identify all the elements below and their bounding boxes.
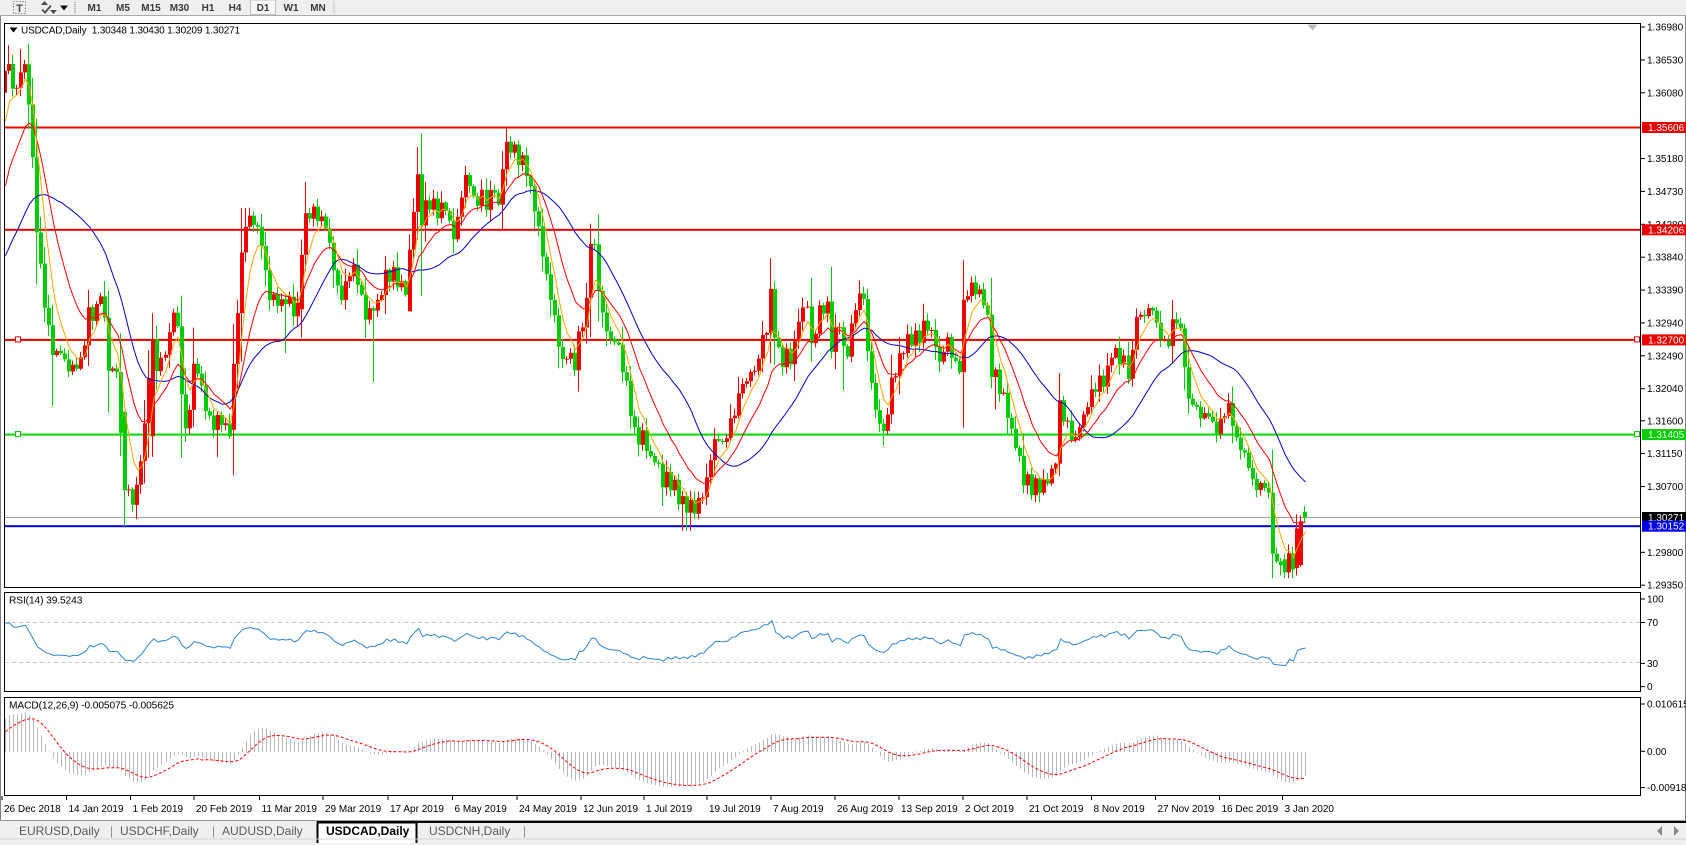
svg-text:USDCNH,Daily: USDCNH,Daily bbox=[429, 824, 510, 838]
svg-text:W1: W1 bbox=[284, 3, 299, 14]
svg-text:21 Oct 2019: 21 Oct 2019 bbox=[1029, 804, 1084, 815]
svg-text:1.31150: 1.31150 bbox=[1647, 449, 1683, 460]
svg-text:1.35606: 1.35606 bbox=[1648, 123, 1685, 134]
svg-text:7 Aug 2019: 7 Aug 2019 bbox=[773, 804, 824, 815]
svg-text:100: 100 bbox=[1647, 595, 1664, 606]
svg-text:MACD(12,26,9) -0.005075 -0.005: MACD(12,26,9) -0.005075 -0.005625 bbox=[9, 701, 174, 712]
svg-text:1.36980: 1.36980 bbox=[1647, 23, 1684, 34]
svg-text:USDCAD,Daily 1.30348 1.30430: USDCAD,Daily 1.30348 1.30430 1.30209 1.3… bbox=[21, 26, 241, 37]
svg-text:1 Feb 2019: 1 Feb 2019 bbox=[133, 804, 184, 815]
svg-text:|: | bbox=[212, 824, 215, 838]
svg-text:1.32700: 1.32700 bbox=[1648, 335, 1685, 346]
svg-text:13 Sep 2019: 13 Sep 2019 bbox=[901, 804, 958, 815]
svg-text:3 Jan 2020: 3 Jan 2020 bbox=[1285, 804, 1335, 815]
svg-text:M30: M30 bbox=[170, 3, 190, 14]
svg-text:H1: H1 bbox=[202, 3, 215, 14]
svg-text:|: | bbox=[523, 824, 526, 838]
svg-text:1.30152: 1.30152 bbox=[1648, 522, 1685, 533]
svg-text:70: 70 bbox=[1647, 618, 1659, 629]
svg-text:1.30700: 1.30700 bbox=[1647, 482, 1684, 493]
svg-text:29 Mar 2019: 29 Mar 2019 bbox=[325, 804, 382, 815]
svg-text:EURUSD,Daily: EURUSD,Daily bbox=[19, 824, 100, 838]
svg-text:26 Aug 2019: 26 Aug 2019 bbox=[837, 804, 894, 815]
svg-text:M5: M5 bbox=[116, 3, 130, 14]
svg-text:1.30271: 1.30271 bbox=[1648, 513, 1685, 524]
svg-text:1.33390: 1.33390 bbox=[1647, 286, 1684, 297]
svg-text:1.31600: 1.31600 bbox=[1647, 416, 1684, 427]
svg-text:16 Dec 2019: 16 Dec 2019 bbox=[1222, 804, 1279, 815]
svg-text:1 Jul 2019: 1 Jul 2019 bbox=[646, 804, 693, 815]
svg-text:1.36530: 1.36530 bbox=[1647, 55, 1684, 66]
svg-text:1.32490: 1.32490 bbox=[1647, 351, 1684, 362]
svg-text:24 May 2019: 24 May 2019 bbox=[519, 804, 577, 815]
svg-text:27 Nov 2019: 27 Nov 2019 bbox=[1158, 804, 1215, 815]
svg-text:-0.009181: -0.009181 bbox=[1647, 783, 1686, 794]
svg-text:11 Mar 2019: 11 Mar 2019 bbox=[262, 804, 318, 815]
svg-text:AUDUSD,Daily: AUDUSD,Daily bbox=[222, 824, 303, 838]
svg-text:M15: M15 bbox=[141, 3, 161, 14]
svg-text:MN: MN bbox=[310, 3, 326, 14]
svg-text:USDCHF,Daily: USDCHF,Daily bbox=[120, 824, 199, 838]
svg-text:1.34206: 1.34206 bbox=[1648, 225, 1685, 236]
svg-text:1.29350: 1.29350 bbox=[1647, 581, 1684, 592]
svg-text:H4: H4 bbox=[229, 3, 242, 14]
svg-text:0.00: 0.00 bbox=[1647, 747, 1667, 758]
svg-text:14 Jan 2019: 14 Jan 2019 bbox=[69, 804, 124, 815]
svg-text:20 Feb 2019: 20 Feb 2019 bbox=[196, 804, 253, 815]
svg-text:M1: M1 bbox=[88, 3, 102, 14]
svg-text:6 May 2019: 6 May 2019 bbox=[455, 804, 508, 815]
svg-text:1.34730: 1.34730 bbox=[1647, 187, 1684, 198]
svg-text:17 Apr 2019: 17 Apr 2019 bbox=[390, 804, 444, 815]
svg-text:1.32040: 1.32040 bbox=[1647, 384, 1684, 395]
svg-text:1.33840: 1.33840 bbox=[1647, 253, 1684, 264]
svg-text:1.31405: 1.31405 bbox=[1648, 430, 1685, 441]
svg-text:0.010615: 0.010615 bbox=[1647, 700, 1686, 711]
svg-text:30: 30 bbox=[1647, 659, 1659, 670]
svg-text:19 Jul 2019: 19 Jul 2019 bbox=[709, 804, 761, 815]
svg-text:8 Nov 2019: 8 Nov 2019 bbox=[1094, 804, 1146, 815]
svg-text:1.32940: 1.32940 bbox=[1647, 318, 1684, 329]
svg-text:0: 0 bbox=[1647, 682, 1653, 693]
svg-text:1.36080: 1.36080 bbox=[1647, 88, 1684, 99]
svg-text:26 Dec 2018: 26 Dec 2018 bbox=[4, 804, 61, 815]
svg-text:USDCAD,Daily: USDCAD,Daily bbox=[326, 824, 410, 838]
svg-text:2 Oct 2019: 2 Oct 2019 bbox=[965, 804, 1014, 815]
svg-text:|: | bbox=[110, 824, 113, 838]
svg-text:12 Jun 2019: 12 Jun 2019 bbox=[583, 804, 638, 815]
svg-text:T: T bbox=[16, 3, 23, 15]
svg-text:RSI(14) 39.5243: RSI(14) 39.5243 bbox=[9, 596, 83, 607]
svg-text:1.29800: 1.29800 bbox=[1647, 548, 1684, 559]
svg-text:D1: D1 bbox=[257, 3, 270, 14]
svg-text:1.35180: 1.35180 bbox=[1647, 154, 1684, 165]
